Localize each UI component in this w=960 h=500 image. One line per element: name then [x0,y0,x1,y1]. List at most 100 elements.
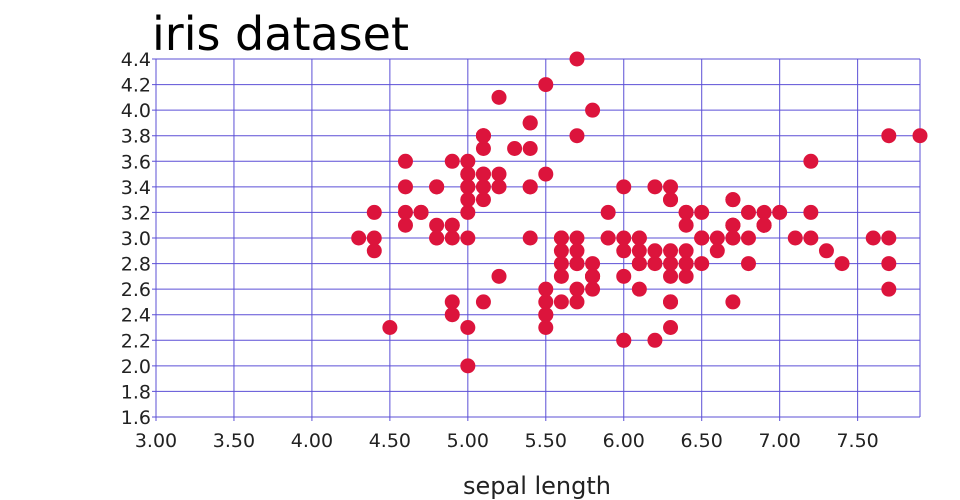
y-tick-label: 1.6 [121,407,151,429]
data-point [678,243,694,259]
data-point [475,192,491,208]
x-tick-label: 3.00 [135,430,177,452]
data-point [366,243,382,259]
y-tick-label: 2.8 [121,254,151,276]
x-tick-label: 7.50 [836,430,878,452]
data-point [740,256,756,272]
data-point [663,243,679,259]
y-tick-label: 3.4 [121,177,151,199]
data-point [522,141,538,156]
data-point [538,281,554,297]
data-point [663,179,679,195]
y-tick-label: 3.0 [121,228,151,250]
data-point [881,281,897,297]
data-point [522,179,538,195]
y-tick-label: 4.2 [121,75,151,97]
data-point [803,230,819,246]
data-point [460,166,476,182]
data-points [351,51,928,374]
data-point [647,243,663,259]
data-point [881,128,897,144]
y-tick-label: 2.0 [121,356,151,378]
data-point [740,230,756,246]
data-point [709,243,725,259]
data-point [818,243,834,259]
data-point [366,204,382,220]
data-point [834,256,850,272]
data-point [616,243,632,259]
data-point [429,230,445,246]
data-point [538,320,554,335]
data-point [725,230,741,246]
x-tick-label: 3.50 [213,430,255,452]
data-point [694,230,710,246]
y-tick-label: 4.4 [121,49,151,71]
data-point [460,204,476,220]
data-point [616,230,632,246]
chart-title: iris dataset [152,7,409,61]
data-point [647,179,663,195]
y-tick-label: 2.4 [121,305,151,327]
data-point [663,294,679,310]
x-tick-label: 5.00 [447,430,489,452]
data-point [647,256,663,272]
data-point [475,294,491,310]
data-point [569,256,585,272]
data-point [460,192,476,208]
data-point [585,256,601,272]
data-point [429,179,445,195]
data-point [491,268,507,284]
data-point [756,204,772,220]
x-tick-label: 4.00 [291,430,333,452]
data-point [413,204,429,220]
data-point [663,320,679,335]
data-point [569,230,585,246]
data-point [553,256,569,272]
y-tick-label: 4.0 [121,100,151,122]
x-tick-label: 4.50 [369,430,411,452]
data-point [538,294,554,310]
data-point [397,153,413,169]
data-point [740,204,756,220]
data-point [507,141,523,156]
x-axis-label: sepal length [463,472,611,500]
data-point [397,204,413,220]
data-point [647,332,663,348]
data-point [522,230,538,246]
x-tick-label: 6.50 [681,430,723,452]
data-point [444,217,460,233]
data-point [678,256,694,272]
data-point [366,230,382,246]
data-point [569,51,585,67]
data-point [460,320,476,335]
data-point [429,217,445,233]
data-point [460,230,476,246]
data-point [538,77,554,93]
grid [152,58,921,421]
data-point [881,230,897,246]
data-point [616,179,632,195]
data-point [585,102,601,118]
x-tick-label: 7.00 [759,430,801,452]
data-point [491,179,507,195]
x-axis-ticks: 3.00 3.50 4.00 4.50 5.00 5.50 6.00 6.50 7.00 7.50 [135,430,879,452]
data-point [678,204,694,220]
x-tick-label: 5.50 [525,430,567,452]
data-point [475,179,491,195]
data-point [569,243,585,259]
data-point [631,281,647,297]
y-tick-label: 3.6 [121,151,151,173]
data-point [585,281,601,297]
data-point [397,217,413,233]
data-point [444,307,460,323]
data-point [756,217,772,233]
data-point [865,230,881,246]
data-point [600,204,616,220]
data-point [491,89,507,105]
data-point [663,268,679,284]
data-point [787,230,803,246]
data-point [709,230,725,246]
data-point [725,217,741,233]
data-point [553,230,569,246]
